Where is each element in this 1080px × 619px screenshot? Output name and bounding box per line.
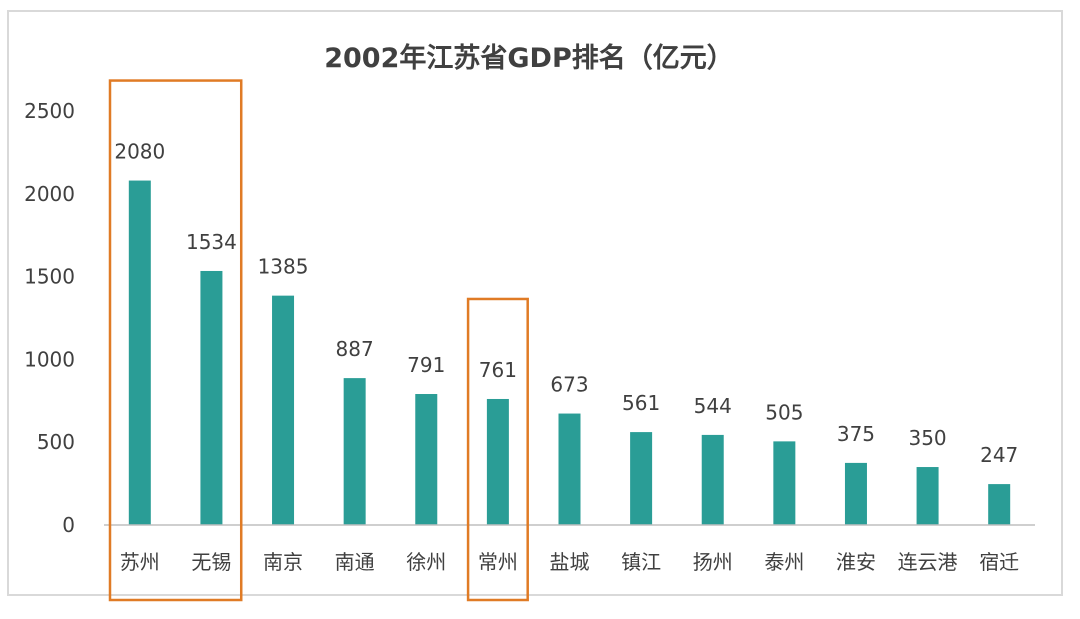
bar-连云港 (916, 467, 939, 525)
x-tick-label: 连云港 (898, 550, 958, 574)
x-tick-label: 南通 (335, 550, 375, 574)
data-label: 791 (407, 353, 445, 377)
data-label: 2080 (114, 140, 165, 164)
data-label: 544 (694, 394, 732, 418)
x-tick-label: 淮安 (836, 550, 876, 574)
y-tick-label: 1500 (24, 265, 75, 289)
y-tick-label: 2500 (24, 99, 75, 123)
y-tick-label: 0 (62, 513, 75, 537)
bar-淮安 (844, 462, 867, 525)
bar-南京 (272, 295, 295, 525)
highlight-boxes (108, 79, 529, 602)
data-label: 673 (550, 373, 588, 397)
x-tick-label: 苏州 (120, 550, 160, 574)
x-tick-label: 常州 (478, 550, 518, 574)
data-label: 1534 (186, 230, 237, 254)
highlight-box (108, 79, 243, 602)
bar-宿迁 (988, 484, 1011, 525)
bar-泰州 (773, 441, 796, 525)
bar-无锡 (200, 270, 223, 525)
highlight-box (466, 297, 529, 602)
data-label: 247 (980, 443, 1018, 467)
data-label: 375 (837, 422, 875, 446)
bar-镇江 (630, 432, 653, 525)
data-label: 350 (908, 426, 946, 450)
data-label: 887 (336, 337, 374, 361)
bar-扬州 (701, 434, 724, 525)
data-label: 761 (479, 358, 517, 382)
bar-常州 (486, 398, 509, 525)
x-axis: 苏州 无锡 南京 南通 徐州 常州 盐城 镇江 扬州 泰州 淮安 连云港 宿迁 (120, 550, 1019, 574)
data-label: 1385 (258, 255, 309, 279)
y-axis: 0 500 1000 1500 2000 2500 (24, 99, 75, 537)
data-label: 505 (765, 400, 803, 424)
x-tick-label: 盐城 (550, 550, 590, 574)
y-tick-label: 500 (37, 430, 75, 454)
y-tick-label: 1000 (24, 347, 75, 371)
bar-徐州 (415, 394, 438, 525)
x-tick-label: 宿迁 (979, 550, 1019, 574)
x-tick-label: 泰州 (764, 550, 804, 574)
x-tick-label: 扬州 (693, 550, 733, 574)
chart-title: 2002年江苏省GDP排名（亿元） (324, 42, 734, 74)
x-tick-label: 无锡 (191, 550, 231, 574)
data-labels: 2080 1534 1385 887 791 761 673 561 544 505 375 350 2… (114, 140, 1018, 468)
y-tick-label: 2000 (24, 182, 75, 206)
x-tick-label: 南京 (263, 550, 303, 574)
bars (128, 180, 1011, 525)
bar-苏州 (128, 180, 151, 525)
bar-南通 (343, 378, 366, 525)
x-tick-label: 镇江 (621, 550, 661, 574)
chart-frame (7, 10, 1063, 596)
data-label: 561 (622, 391, 660, 415)
x-tick-label: 徐州 (406, 550, 446, 574)
bar-盐城 (558, 413, 581, 525)
